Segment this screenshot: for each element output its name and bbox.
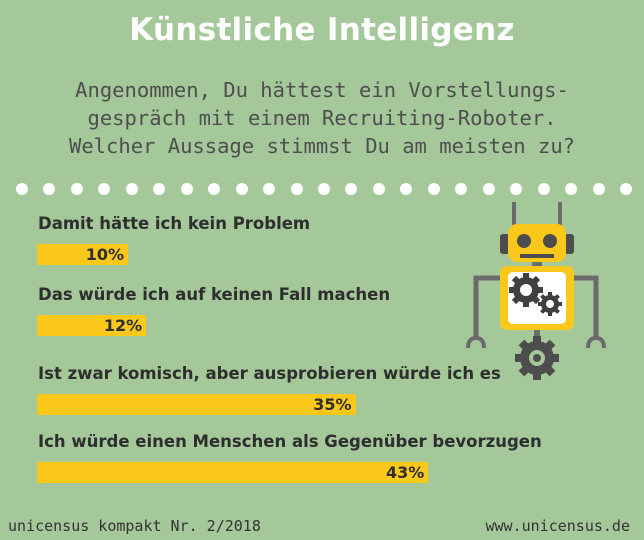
bar-value-label: 10% <box>85 245 124 264</box>
robot-hand-right <box>586 335 606 349</box>
divider-dot <box>43 183 56 195</box>
question-line-2: gespräch mit einem Recruiting-Roboter. <box>87 106 557 130</box>
robot-antenna-left <box>512 202 516 232</box>
robot-arm-left <box>473 275 502 338</box>
bar-label: Das würde ich auf keinen Fall machen <box>38 285 391 304</box>
divider-dot <box>153 183 166 195</box>
question-line-3: Welcher Aussage stimmst Du am meisten zu… <box>68 134 576 158</box>
divider-dot <box>317 183 330 195</box>
divider-dot <box>400 183 413 195</box>
gear-icon <box>509 273 543 307</box>
divider-dot <box>16 183 28 195</box>
divider-dot <box>235 183 248 195</box>
footer-website: www.unicensus.de <box>485 517 631 535</box>
survey-question: Angenommen, Du hättest ein Vorstellungs-… <box>0 76 644 160</box>
divider-dot <box>592 183 605 195</box>
bar: 35% <box>37 394 356 415</box>
bar: 12% <box>37 315 147 336</box>
divider-dot <box>455 183 468 195</box>
divider-dot <box>345 183 358 195</box>
bar: 10% <box>37 244 128 265</box>
robot-icon <box>466 202 606 380</box>
divider-dot <box>98 183 111 195</box>
divider-dot <box>125 183 138 195</box>
bar-label: Damit hätte ich kein Problem <box>38 214 311 233</box>
divider-dot <box>619 183 632 195</box>
footer-publication: unicensus kompakt Nr. 2/2018 <box>8 517 261 535</box>
robot-arm-right <box>572 275 599 338</box>
robot-neck <box>532 262 542 268</box>
robot-mouth <box>520 254 554 258</box>
divider-dot <box>290 183 303 195</box>
bar-value-label: 12% <box>103 316 143 335</box>
divider-dot <box>263 183 276 195</box>
robot-ear-left <box>500 234 510 254</box>
divider-dot <box>208 183 221 195</box>
robot-eye-right <box>543 234 557 248</box>
divider-dot <box>537 183 550 195</box>
gear-icon <box>538 292 562 316</box>
question-line-1: Angenommen, Du hättest ein Vorstellungs- <box>75 78 569 102</box>
bar-label: Ist zwar komisch, aber ausprobieren würd… <box>38 364 501 383</box>
page-title: Künstliche Intelligenz <box>129 12 515 48</box>
divider-dot <box>180 183 193 195</box>
divider-dot <box>565 183 578 195</box>
robot-eye-left <box>517 234 531 248</box>
robot-head <box>508 224 566 262</box>
divider-dot <box>510 183 523 195</box>
bar-label: Ich würde einen Menschen als Gegenüber b… <box>38 432 542 451</box>
divider-dot <box>482 183 495 195</box>
divider-dot <box>372 183 385 195</box>
robot-hand-left <box>466 335 486 349</box>
robot-antenna-right <box>558 202 562 232</box>
bar: 43% <box>37 462 429 483</box>
robot-wheel-gear-icon <box>515 336 559 380</box>
bar-value-label: 35% <box>313 395 352 414</box>
divider-dot <box>427 183 440 195</box>
dotted-divider <box>16 182 632 196</box>
robot-ear-right <box>564 234 574 254</box>
divider-dot <box>70 183 83 195</box>
bar-value-label: 43% <box>386 463 425 482</box>
